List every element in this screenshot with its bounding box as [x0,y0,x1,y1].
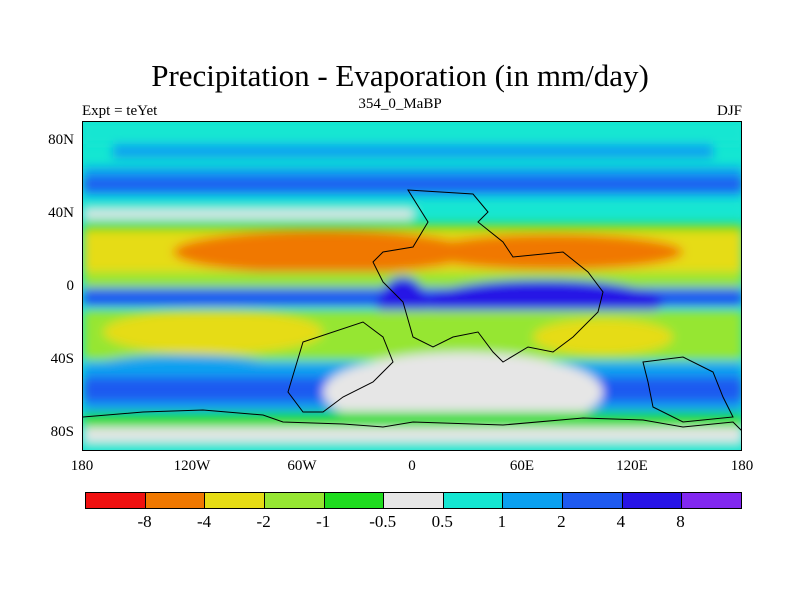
map-title: Precipitation - Evaporation (in mm/day) [151,58,649,93]
colorbar-label: -0.5 [369,512,397,531]
colorbar-label: -1 [316,512,331,531]
colorbar-box [503,493,564,508]
y-tick-40n: 40N [48,205,74,221]
x-tick-0: 0 [408,458,416,474]
season-label: DJF [716,103,742,119]
x-tick-180w: 180 [70,458,94,474]
map-plot-area [82,121,742,451]
colorbar-box [324,493,385,508]
colorbar-label: 4 [616,512,626,531]
x-tick-60e: 60E [509,458,535,474]
y-tick-80n: 80N [48,132,74,148]
y-tick-80s: 80S [50,424,74,440]
x-tick-120e: 120E [616,458,648,474]
colorbar-box [563,493,623,508]
x-tick-60w: 60W [287,458,317,474]
field-contours [83,122,741,450]
continent-outline [83,189,741,431]
colorbar-box [264,493,325,508]
y-tick-equator: 0 [66,278,75,294]
map-subtitle: 354_0_MaBP [358,96,442,112]
colorbar-box [384,493,444,508]
colorbar-label: -2 [256,512,271,531]
field-map-svg [83,122,741,450]
experiment-label: Expt = teYet [82,103,158,119]
colorbar-box [622,493,683,508]
colorbar-box [205,493,265,508]
colorbar-label: -8 [137,512,152,531]
colorbar [85,492,742,509]
x-tick-180e: 180 [730,458,754,474]
colorbar-label: 2 [557,512,566,531]
y-tick-40s: 40S [50,351,74,367]
colorbar-label: 1 [497,512,507,531]
colorbar-box [682,493,742,508]
colorbar-label: -4 [196,512,212,531]
colorbar-box [443,493,504,508]
colorbar-label: 8 [676,512,685,531]
x-tick-120w: 120W [173,458,211,474]
colorbar-box [145,493,206,508]
colorbar-box [86,493,146,508]
colorbar-label: 0.5 [431,512,453,531]
